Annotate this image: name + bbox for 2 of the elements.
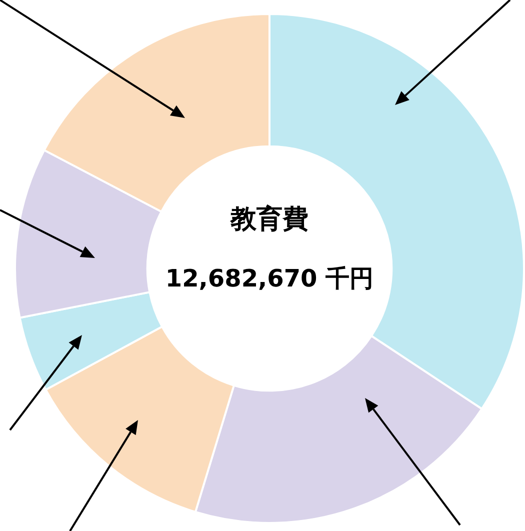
text: 12,682,670 千円 (165, 264, 374, 293)
text: 教育費 (230, 203, 308, 234)
